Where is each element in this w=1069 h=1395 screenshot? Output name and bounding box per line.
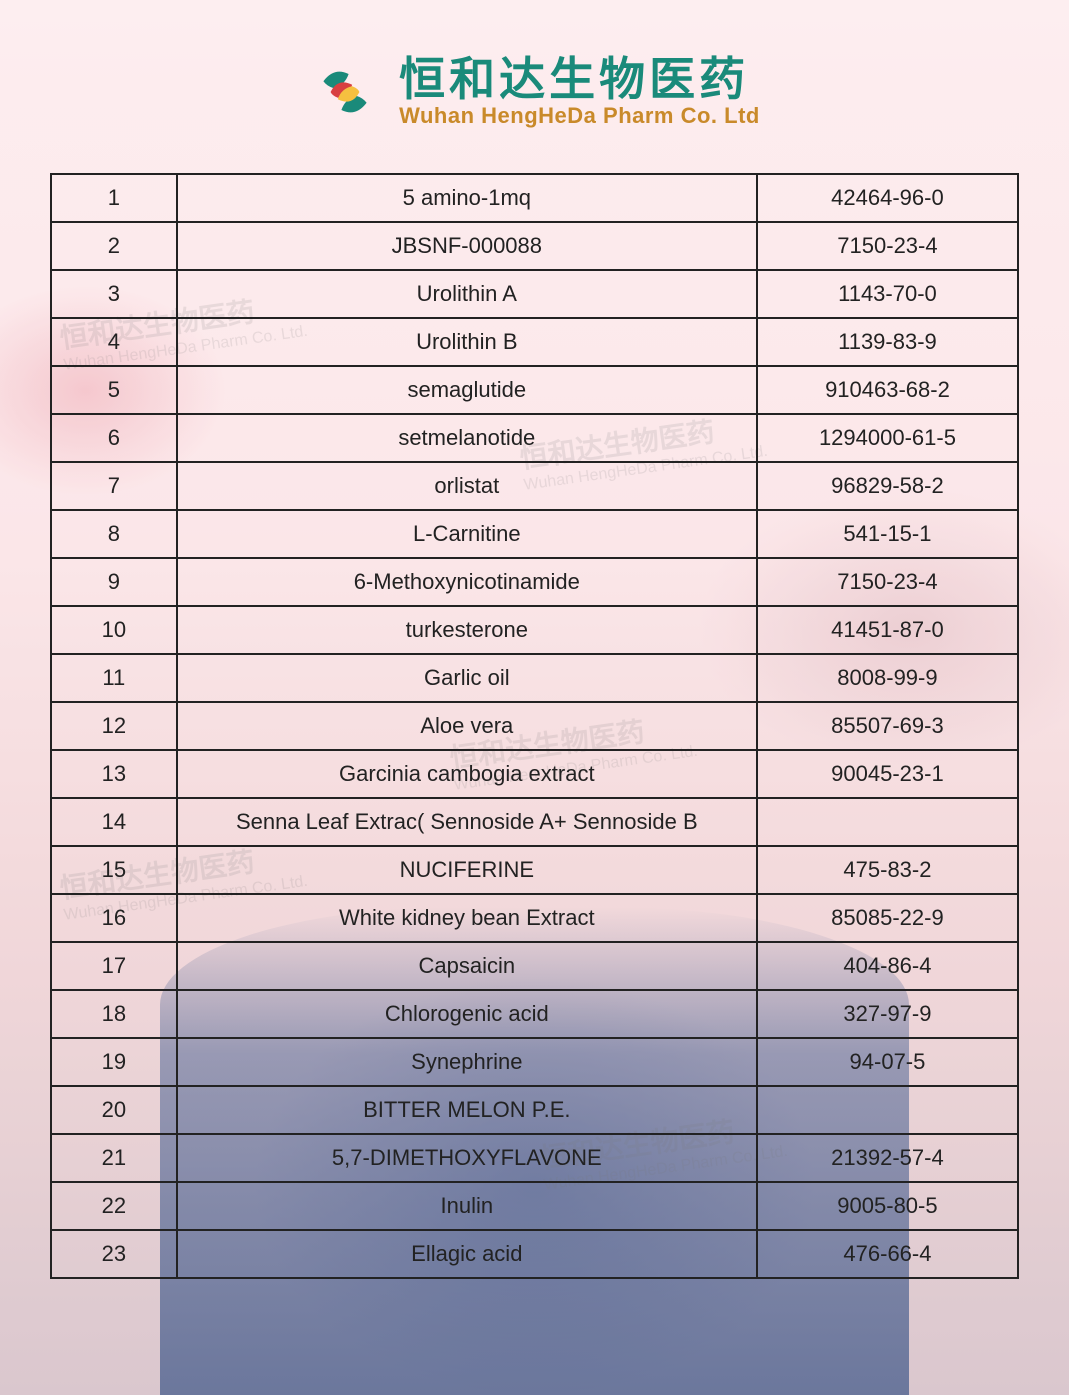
cas-number: 327-97-9 (757, 990, 1018, 1038)
product-name: Inulin (177, 1182, 757, 1230)
row-index: 17 (51, 942, 177, 990)
row-index: 21 (51, 1134, 177, 1182)
cas-number: 85507-69-3 (757, 702, 1018, 750)
product-name: Urolithin A (177, 270, 757, 318)
cas-number: 910463-68-2 (757, 366, 1018, 414)
cas-number: 1139-83-9 (757, 318, 1018, 366)
product-name: Senna Leaf Extrac( Sennoside A+ Sennosid… (177, 798, 757, 846)
row-index: 8 (51, 510, 177, 558)
row-index: 3 (51, 270, 177, 318)
table-row: 8L-Carnitine541-15-1 (51, 510, 1018, 558)
cas-number: 476-66-4 (757, 1230, 1018, 1278)
table-row: 215,7-DIMETHOXYFLAVONE21392-57-4 (51, 1134, 1018, 1182)
product-name: L-Carnitine (177, 510, 757, 558)
product-name: Synephrine (177, 1038, 757, 1086)
cas-number: 7150-23-4 (757, 222, 1018, 270)
table-row: 16White kidney bean Extract85085-22-9 (51, 894, 1018, 942)
row-index: 2 (51, 222, 177, 270)
row-index: 5 (51, 366, 177, 414)
cas-number: 21392-57-4 (757, 1134, 1018, 1182)
row-index: 18 (51, 990, 177, 1038)
table-row: 15 amino-1mq42464-96-0 (51, 174, 1018, 222)
product-name: Ellagic acid (177, 1230, 757, 1278)
header: 恒和达生物医药 Wuhan HengHeDa Pharm Co. Ltd (0, 0, 1069, 163)
cas-number: 541-15-1 (757, 510, 1018, 558)
row-index: 14 (51, 798, 177, 846)
product-name: 5,7-DIMETHOXYFLAVONE (177, 1134, 757, 1182)
row-index: 7 (51, 462, 177, 510)
logo-icon (309, 56, 381, 128)
cas-number (757, 1086, 1018, 1134)
row-index: 9 (51, 558, 177, 606)
cas-number: 9005-80-5 (757, 1182, 1018, 1230)
product-name: setmelanotide (177, 414, 757, 462)
table-row: 4Urolithin B1139-83-9 (51, 318, 1018, 366)
table-row: 19Synephrine94-07-5 (51, 1038, 1018, 1086)
row-index: 10 (51, 606, 177, 654)
table-row: 17Capsaicin404-86-4 (51, 942, 1018, 990)
cas-number: 41451-87-0 (757, 606, 1018, 654)
table-row: 10turkesterone41451-87-0 (51, 606, 1018, 654)
table-row: 6setmelanotide1294000-61-5 (51, 414, 1018, 462)
row-index: 1 (51, 174, 177, 222)
product-name: Aloe vera (177, 702, 757, 750)
table-row: 13Garcinia cambogia extract90045-23-1 (51, 750, 1018, 798)
product-name: JBSNF-000088 (177, 222, 757, 270)
company-logo: 恒和达生物医药 Wuhan HengHeDa Pharm Co. Ltd (309, 55, 760, 129)
row-index: 23 (51, 1230, 177, 1278)
company-name-cn: 恒和达生物医药 (399, 55, 760, 103)
cas-number: 85085-22-9 (757, 894, 1018, 942)
table-row: 96-Methoxynicotinamide7150-23-4 (51, 558, 1018, 606)
product-name: orlistat (177, 462, 757, 510)
row-index: 16 (51, 894, 177, 942)
table-row: 2JBSNF-0000887150-23-4 (51, 222, 1018, 270)
cas-number: 8008-99-9 (757, 654, 1018, 702)
row-index: 15 (51, 846, 177, 894)
table-row: 22Inulin9005-80-5 (51, 1182, 1018, 1230)
cas-number: 1294000-61-5 (757, 414, 1018, 462)
cas-number: 404-86-4 (757, 942, 1018, 990)
product-name: Chlorogenic acid (177, 990, 757, 1038)
table-row: 18Chlorogenic acid327-97-9 (51, 990, 1018, 1038)
product-name: NUCIFERINE (177, 846, 757, 894)
table-row: 11Garlic oil8008-99-9 (51, 654, 1018, 702)
product-table: 15 amino-1mq42464-96-02JBSNF-0000887150-… (50, 173, 1019, 1279)
row-index: 22 (51, 1182, 177, 1230)
row-index: 19 (51, 1038, 177, 1086)
product-name: 5 amino-1mq (177, 174, 757, 222)
product-name: BITTER MELON P.E. (177, 1086, 757, 1134)
table-row: 15NUCIFERINE475-83-2 (51, 846, 1018, 894)
cas-number: 90045-23-1 (757, 750, 1018, 798)
product-name: Urolithin B (177, 318, 757, 366)
product-table-container: 15 amino-1mq42464-96-02JBSNF-0000887150-… (50, 173, 1019, 1279)
table-row: 7orlistat96829-58-2 (51, 462, 1018, 510)
cas-number (757, 798, 1018, 846)
table-row: 3Urolithin A1143-70-0 (51, 270, 1018, 318)
table-row: 20BITTER MELON P.E. (51, 1086, 1018, 1134)
table-row: 23Ellagic acid476-66-4 (51, 1230, 1018, 1278)
cas-number: 475-83-2 (757, 846, 1018, 894)
row-index: 4 (51, 318, 177, 366)
cas-number: 96829-58-2 (757, 462, 1018, 510)
row-index: 6 (51, 414, 177, 462)
row-index: 12 (51, 702, 177, 750)
product-name: Garcinia cambogia extract (177, 750, 757, 798)
row-index: 13 (51, 750, 177, 798)
product-name: 6-Methoxynicotinamide (177, 558, 757, 606)
product-name: Garlic oil (177, 654, 757, 702)
product-name: semaglutide (177, 366, 757, 414)
table-row: 12Aloe vera85507-69-3 (51, 702, 1018, 750)
cas-number: 1143-70-0 (757, 270, 1018, 318)
table-row: 5semaglutide910463-68-2 (51, 366, 1018, 414)
cas-number: 94-07-5 (757, 1038, 1018, 1086)
table-row: 14Senna Leaf Extrac( Sennoside A+ Sennos… (51, 798, 1018, 846)
product-name: Capsaicin (177, 942, 757, 990)
row-index: 11 (51, 654, 177, 702)
company-name-en: Wuhan HengHeDa Pharm Co. Ltd (399, 103, 760, 129)
row-index: 20 (51, 1086, 177, 1134)
cas-number: 42464-96-0 (757, 174, 1018, 222)
product-name: White kidney bean Extract (177, 894, 757, 942)
product-name: turkesterone (177, 606, 757, 654)
cas-number: 7150-23-4 (757, 558, 1018, 606)
